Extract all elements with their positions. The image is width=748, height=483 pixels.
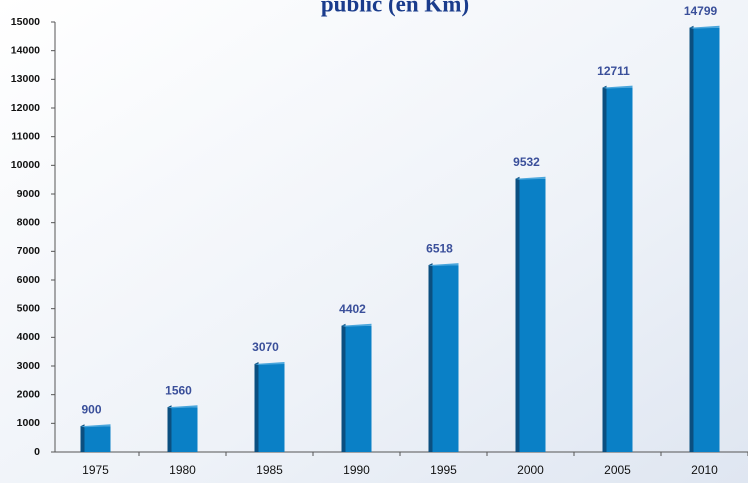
bar	[428, 265, 459, 452]
y-tick-label: 4000	[17, 331, 41, 343]
x-tick-label: 2005	[604, 463, 631, 477]
y-tick-label: 11000	[11, 130, 40, 142]
value-label: 3070	[252, 340, 279, 354]
value-label: 4402	[339, 302, 366, 316]
x-tick-label: 1980	[169, 463, 196, 477]
bar	[689, 27, 720, 453]
value-label: 9532	[513, 155, 540, 169]
bar-top	[341, 323, 372, 327]
bar	[254, 363, 285, 452]
y-tick-label: 12000	[11, 102, 40, 114]
y-tick-label: 0	[34, 446, 40, 458]
bar-side	[428, 263, 433, 452]
value-label: 900	[81, 402, 101, 416]
bar-side	[80, 424, 85, 452]
bar	[515, 178, 546, 452]
y-tick-label: 1000	[17, 417, 41, 429]
y-tick-label: 15000	[11, 16, 40, 28]
bar-side	[602, 85, 607, 453]
value-label: 14799	[684, 4, 718, 18]
bar-top	[254, 361, 285, 365]
y-tick-label: 14000	[11, 44, 40, 56]
y-tick-label: 2000	[17, 388, 41, 400]
chart-title: public (en Km)	[321, 0, 469, 16]
bar-side	[515, 176, 520, 452]
value-label: 1560	[165, 383, 192, 397]
y-tick-label: 13000	[11, 73, 40, 85]
x-tick-label: 1975	[82, 463, 109, 477]
bar	[80, 426, 111, 452]
y-tick-label: 7000	[17, 245, 41, 257]
y-tick-label: 10000	[11, 159, 40, 171]
bar-top	[80, 424, 111, 428]
bar-side	[689, 25, 694, 453]
value-label: 6518	[426, 241, 453, 255]
value-label: 12711	[597, 64, 630, 78]
x-tick-label: 1990	[343, 463, 370, 477]
x-tick-label: 2000	[517, 463, 544, 477]
x-tick-label: 2010	[691, 463, 718, 477]
bar-side	[341, 323, 346, 452]
y-tick-label: 3000	[17, 360, 41, 372]
x-tick-label: 1985	[256, 463, 283, 477]
x-tick-label: 1995	[430, 463, 457, 477]
y-tick-label: 6000	[17, 274, 41, 286]
bar-side	[167, 405, 172, 452]
bar-top	[602, 85, 633, 89]
bar-top	[428, 263, 459, 267]
y-tick-label: 9000	[17, 188, 41, 200]
bar-top	[689, 25, 720, 29]
y-tick-label: 5000	[17, 302, 41, 314]
bar	[602, 87, 633, 453]
bar	[341, 325, 372, 452]
bar-side	[254, 361, 259, 452]
bar-top	[515, 176, 546, 180]
y-tick-label: 8000	[17, 216, 41, 228]
bar-top	[167, 405, 198, 409]
bar	[167, 407, 198, 452]
